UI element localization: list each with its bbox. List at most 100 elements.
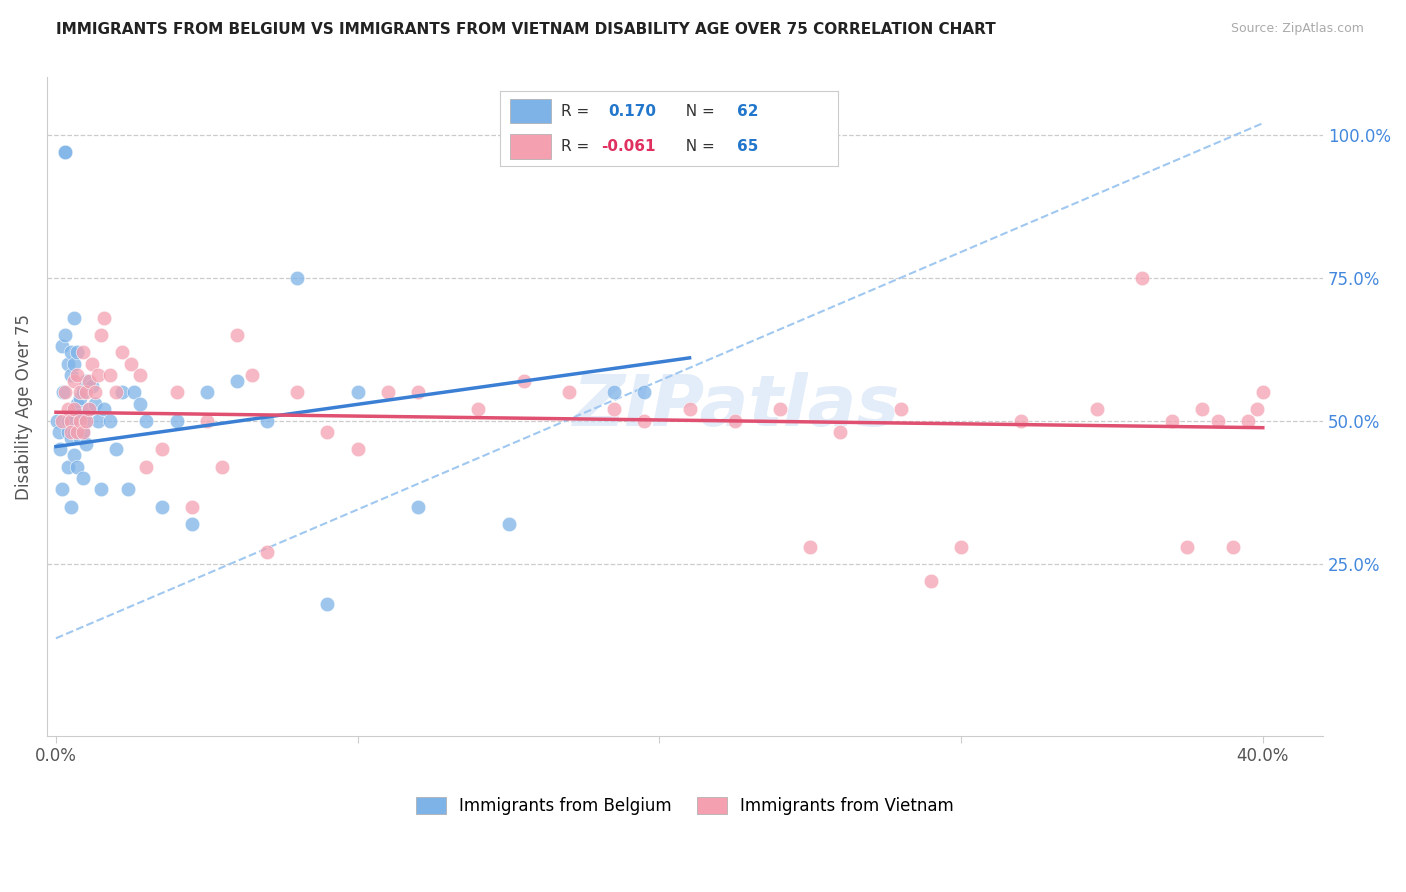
Point	[195, 414, 218, 428]
Point	[56, 357, 79, 371]
Point	[1085, 402, 1108, 417]
Point	[90, 328, 112, 343]
Point	[82, 379, 104, 393]
Point	[53, 145, 76, 159]
Point	[72, 471, 94, 485]
Y-axis label: Disability Age Over 75: Disability Age Over 75	[15, 313, 32, 500]
Point	[63, 374, 86, 388]
Point	[75, 385, 97, 400]
Point	[51, 483, 73, 497]
Point	[53, 145, 76, 159]
Text: IMMIGRANTS FROM BELGIUM VS IMMIGRANTS FROM VIETNAM DISABILITY AGE OVER 75 CORREL: IMMIGRANTS FROM BELGIUM VS IMMIGRANTS FR…	[56, 22, 995, 37]
Point	[316, 597, 339, 611]
Point	[66, 345, 89, 359]
Point	[678, 402, 700, 417]
Point	[120, 357, 142, 371]
Point	[52, 385, 75, 400]
Point	[51, 339, 73, 353]
Point	[1236, 414, 1258, 428]
Point	[75, 414, 97, 428]
Point	[84, 397, 107, 411]
Point	[166, 385, 188, 400]
Point	[98, 368, 121, 382]
Point	[69, 391, 91, 405]
Point	[72, 425, 94, 440]
Point	[135, 459, 157, 474]
Point	[56, 414, 79, 428]
Point	[129, 368, 152, 382]
Point	[180, 516, 202, 531]
Point	[69, 431, 91, 445]
Point	[69, 408, 91, 422]
Point	[63, 402, 86, 417]
Point	[66, 419, 89, 434]
Text: Source: ZipAtlas.com: Source: ZipAtlas.com	[1230, 22, 1364, 36]
Point	[920, 574, 942, 588]
Point	[195, 385, 218, 400]
Point	[90, 483, 112, 497]
Text: ZIPatlas: ZIPatlas	[572, 372, 900, 441]
Point	[60, 500, 83, 514]
Point	[69, 414, 91, 428]
Point	[316, 425, 339, 440]
Point	[799, 540, 821, 554]
Point	[1206, 414, 1229, 428]
Point	[117, 483, 139, 497]
Point	[467, 402, 489, 417]
Point	[84, 385, 107, 400]
Point	[769, 402, 792, 417]
Point	[285, 270, 308, 285]
Point	[950, 540, 973, 554]
Point	[1010, 414, 1032, 428]
Point	[346, 385, 368, 400]
Point	[1177, 540, 1199, 554]
Point	[1251, 385, 1274, 400]
Point	[63, 448, 86, 462]
Point	[93, 310, 115, 325]
Point	[82, 357, 104, 371]
Point	[150, 500, 173, 514]
Point	[1130, 270, 1153, 285]
Point	[226, 328, 249, 343]
Point	[60, 431, 83, 445]
Point	[63, 357, 86, 371]
Point	[72, 345, 94, 359]
Point	[77, 402, 100, 417]
Point	[512, 374, 534, 388]
Point	[830, 425, 852, 440]
Point	[150, 442, 173, 457]
Point	[124, 385, 146, 400]
Point	[49, 442, 72, 457]
Point	[72, 425, 94, 440]
Point	[66, 459, 89, 474]
Point	[75, 414, 97, 428]
Point	[135, 414, 157, 428]
Point	[93, 402, 115, 417]
Point	[87, 368, 110, 382]
Point	[60, 368, 83, 382]
Point	[111, 345, 134, 359]
Point	[53, 385, 76, 400]
Point	[240, 368, 263, 382]
Point	[406, 500, 429, 514]
Point	[603, 385, 626, 400]
Point	[53, 328, 76, 343]
Point	[69, 385, 91, 400]
Point	[66, 397, 89, 411]
Point	[180, 500, 202, 514]
Point	[166, 414, 188, 428]
Point	[1222, 540, 1244, 554]
Point	[63, 402, 86, 417]
Point	[377, 385, 399, 400]
Point	[406, 385, 429, 400]
Point	[285, 385, 308, 400]
Point	[603, 402, 626, 417]
Point	[63, 425, 86, 440]
Point	[75, 436, 97, 450]
Point	[56, 402, 79, 417]
Point	[724, 414, 747, 428]
Point	[56, 425, 79, 440]
Legend: Immigrants from Belgium, Immigrants from Vietnam: Immigrants from Belgium, Immigrants from…	[409, 790, 960, 822]
Point	[226, 374, 249, 388]
Point	[77, 374, 100, 388]
